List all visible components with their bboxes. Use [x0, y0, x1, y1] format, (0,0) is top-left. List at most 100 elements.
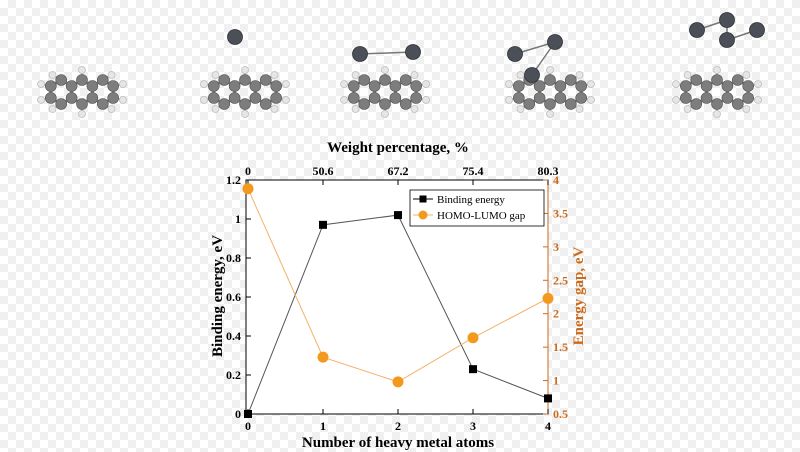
top-tick-label: 67.2: [388, 164, 409, 178]
carbon-atom: [218, 74, 231, 86]
hydrogen-atom: [683, 105, 692, 113]
top-tick-label: 80.3: [538, 164, 559, 178]
hydrogen-atom: [546, 66, 554, 74]
carbon-atom: [399, 74, 412, 86]
carbon-atom: [721, 92, 734, 104]
hydrogen-atom: [754, 80, 762, 89]
carbon-atom: [228, 92, 241, 104]
carbon-atom: [239, 74, 251, 86]
hydrogen-atom: [48, 105, 57, 113]
hydrogen-atom: [107, 105, 116, 113]
carbon-atom: [86, 92, 99, 104]
hydrogen-atom: [37, 95, 45, 104]
right-tick-label: 3.5: [553, 206, 568, 220]
left-tick-label: 1: [235, 212, 241, 226]
legend-box: [409, 189, 545, 227]
hydrogen-atom: [282, 80, 290, 89]
hydrogen-atom: [546, 110, 554, 118]
hydrogen-atom: [516, 71, 525, 79]
bottom-tick-label: 3: [470, 419, 476, 433]
molecule-3: [505, 34, 595, 118]
hydrogen-atom: [713, 110, 721, 118]
carbon-atom: [55, 98, 68, 110]
molecule-illustrations: [37, 12, 765, 118]
carbon-atom: [368, 92, 381, 104]
bottom-tick-label: 4: [545, 419, 551, 433]
left-tick-label: 1.2: [226, 173, 241, 187]
carbon-atom: [554, 92, 567, 104]
hydrogen-atom: [282, 95, 290, 104]
carbon-atom: [523, 98, 536, 110]
carbon-atom: [690, 98, 703, 110]
hydrogen-atom: [48, 71, 57, 79]
bottom-axis-title: Number of heavy metal atoms: [302, 435, 494, 451]
hydrogen-atom: [78, 66, 86, 74]
carbon-atom: [742, 80, 754, 92]
hydrogen-atom: [340, 80, 348, 89]
hydrogen-atom: [351, 71, 360, 79]
carbon-atom: [228, 80, 241, 92]
carbon-atom: [65, 80, 78, 92]
hydrogen-atom: [381, 66, 389, 74]
heavy-metal-atom: [547, 34, 563, 50]
left-tick-label: 0.4: [226, 329, 241, 343]
carbon-atom: [107, 92, 119, 104]
legend-label-binding: Binding energy: [437, 194, 505, 206]
hydrogen-atom: [340, 95, 348, 104]
carbon-atom: [389, 80, 402, 92]
plot-area: 0 1 2 3 4 0 50.6 67.2 75.4 80.3 0 0.2 0.4 0.6 0.8 1 1.2 0…: [226, 164, 568, 433]
top-tick-label: 75.4: [463, 164, 484, 178]
right-tick-label: 1.5: [553, 340, 568, 354]
carbon-atom: [700, 92, 713, 104]
bottom-tick-label: 1: [320, 419, 326, 433]
carbon-atom: [544, 74, 556, 86]
carbon-atom: [76, 74, 88, 86]
carbon-atom: [348, 80, 360, 92]
legend-marker-binding: [419, 195, 427, 203]
hydrogen-atom: [505, 95, 513, 104]
heavy-metal-atom: [689, 22, 705, 38]
carbon-atom: [533, 92, 546, 104]
carbon-atom: [358, 74, 371, 86]
heavy-metal-atom: [405, 44, 421, 60]
carbon-atom: [700, 80, 713, 92]
carbon-atom: [575, 92, 587, 104]
hydrogen-atom: [587, 95, 595, 104]
carbon-atom: [65, 92, 78, 104]
carbon-atom: [239, 98, 251, 110]
carbon-atom: [368, 80, 381, 92]
binding-energy-point: [544, 394, 552, 403]
hydrogen-atom: [713, 66, 721, 74]
right-tick-label: 2.5: [553, 273, 568, 287]
heavy-metal-atom: [749, 22, 765, 38]
carbon-atom: [218, 98, 231, 110]
left-tick-label: 0.6: [226, 290, 241, 304]
hydrogen-atom: [516, 105, 525, 113]
carbon-atom: [389, 92, 402, 104]
hydrogen-atom: [422, 80, 430, 89]
hydrogen-atom: [587, 80, 595, 89]
top-tick-label: 50.6: [313, 164, 334, 178]
carbon-atom: [358, 98, 371, 110]
gap-point: [467, 332, 479, 344]
right-tick-label: 1: [553, 374, 559, 388]
metal-bond: [359, 51, 414, 55]
legend: Binding energy HOMO-LUMO gap: [409, 189, 545, 227]
carbon-atom: [270, 92, 282, 104]
carbon-atom: [680, 80, 692, 92]
legend-marker-gap: [418, 210, 428, 220]
carbon-atom: [107, 80, 119, 92]
top-axis-title: Weight percentage, %: [327, 140, 469, 156]
carbon-atom: [249, 80, 262, 92]
right-axis-title: Energy gap, eV: [571, 246, 587, 345]
hydrogen-atom: [672, 95, 680, 104]
carbon-atom: [513, 80, 525, 92]
carbon-atom: [45, 80, 57, 92]
heavy-metal-atom: [352, 46, 368, 62]
carbon-atom: [513, 92, 525, 104]
hydrogen-atom: [575, 105, 584, 113]
bottom-tick-label: 0: [245, 419, 251, 433]
hydrogen-atom: [119, 80, 127, 89]
gap-point: [242, 183, 254, 195]
